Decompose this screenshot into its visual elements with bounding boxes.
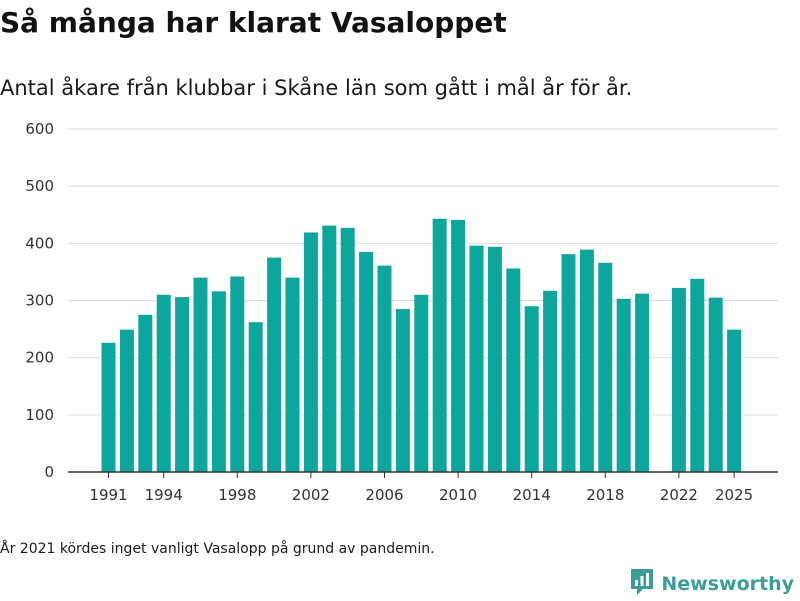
bar bbox=[727, 329, 742, 472]
bar bbox=[230, 276, 245, 472]
bar bbox=[340, 227, 355, 472]
bar bbox=[377, 265, 392, 472]
x-tick-label: 2018 bbox=[586, 486, 624, 504]
bar bbox=[432, 218, 447, 472]
x-tick-label: 1998 bbox=[218, 486, 256, 504]
bar bbox=[506, 268, 521, 472]
x-tick-label: 2010 bbox=[439, 486, 477, 504]
bar bbox=[708, 297, 723, 472]
y-axis-ticks: 0 100 200 300 400 500 600 bbox=[25, 120, 54, 481]
bar bbox=[635, 293, 650, 472]
newsworthy-brand: Newsworthy bbox=[629, 568, 794, 600]
x-axis-ticks: 1991 1994 1998 2002 2006 2010 2014 2018 2022 2025 bbox=[89, 472, 753, 504]
bar bbox=[579, 249, 594, 472]
bar bbox=[303, 232, 318, 472]
bar bbox=[138, 314, 153, 472]
bar bbox=[543, 290, 558, 472]
footnote: År 2021 kördes inget vanligt Vasalopp på… bbox=[0, 541, 435, 557]
bar bbox=[395, 309, 410, 472]
x-tick-label: 2025 bbox=[715, 486, 753, 504]
brand-name: Newsworthy bbox=[661, 573, 794, 595]
bar bbox=[322, 225, 337, 472]
bar bbox=[414, 294, 429, 472]
bar bbox=[690, 278, 705, 472]
bar bbox=[616, 298, 631, 472]
x-tick-label: 2006 bbox=[365, 486, 403, 504]
bar bbox=[487, 246, 502, 472]
bar bbox=[156, 294, 171, 472]
bar bbox=[211, 291, 226, 472]
y-tick-label: 400 bbox=[25, 234, 54, 252]
x-tick-label: 2014 bbox=[513, 486, 551, 504]
bar bbox=[451, 219, 466, 472]
bar bbox=[671, 287, 686, 472]
x-tick-label: 2022 bbox=[660, 486, 698, 504]
chart-subtitle: Antal åkare från klubbar i Skåne län som… bbox=[0, 76, 633, 100]
y-tick-label: 0 bbox=[44, 463, 54, 481]
bars bbox=[101, 218, 742, 472]
bar bbox=[469, 245, 484, 472]
y-tick-label: 200 bbox=[25, 349, 54, 367]
y-tick-label: 500 bbox=[25, 177, 54, 195]
bar-chart: 1991 1994 1998 2002 2006 2010 2014 2018 2022 2025… bbox=[25, 120, 778, 504]
chart-title: Så många har klarat Vasaloppet bbox=[0, 6, 507, 39]
bar bbox=[524, 306, 539, 472]
bar bbox=[175, 297, 190, 472]
bar bbox=[359, 251, 374, 472]
bar bbox=[101, 342, 116, 472]
y-tick-label: 100 bbox=[25, 406, 54, 424]
y-tick-label: 300 bbox=[25, 292, 54, 310]
bar bbox=[119, 329, 134, 472]
y-tick-label: 600 bbox=[25, 120, 54, 138]
bar bbox=[561, 254, 576, 472]
newsworthy-logo-icon bbox=[629, 567, 655, 601]
bar bbox=[267, 257, 282, 472]
x-tick-label: 2002 bbox=[292, 486, 330, 504]
x-tick-label: 1994 bbox=[145, 486, 183, 504]
bar bbox=[285, 277, 300, 472]
x-tick-label: 1991 bbox=[89, 486, 127, 504]
bar bbox=[248, 322, 263, 472]
bar bbox=[193, 277, 208, 472]
bar bbox=[598, 262, 613, 472]
